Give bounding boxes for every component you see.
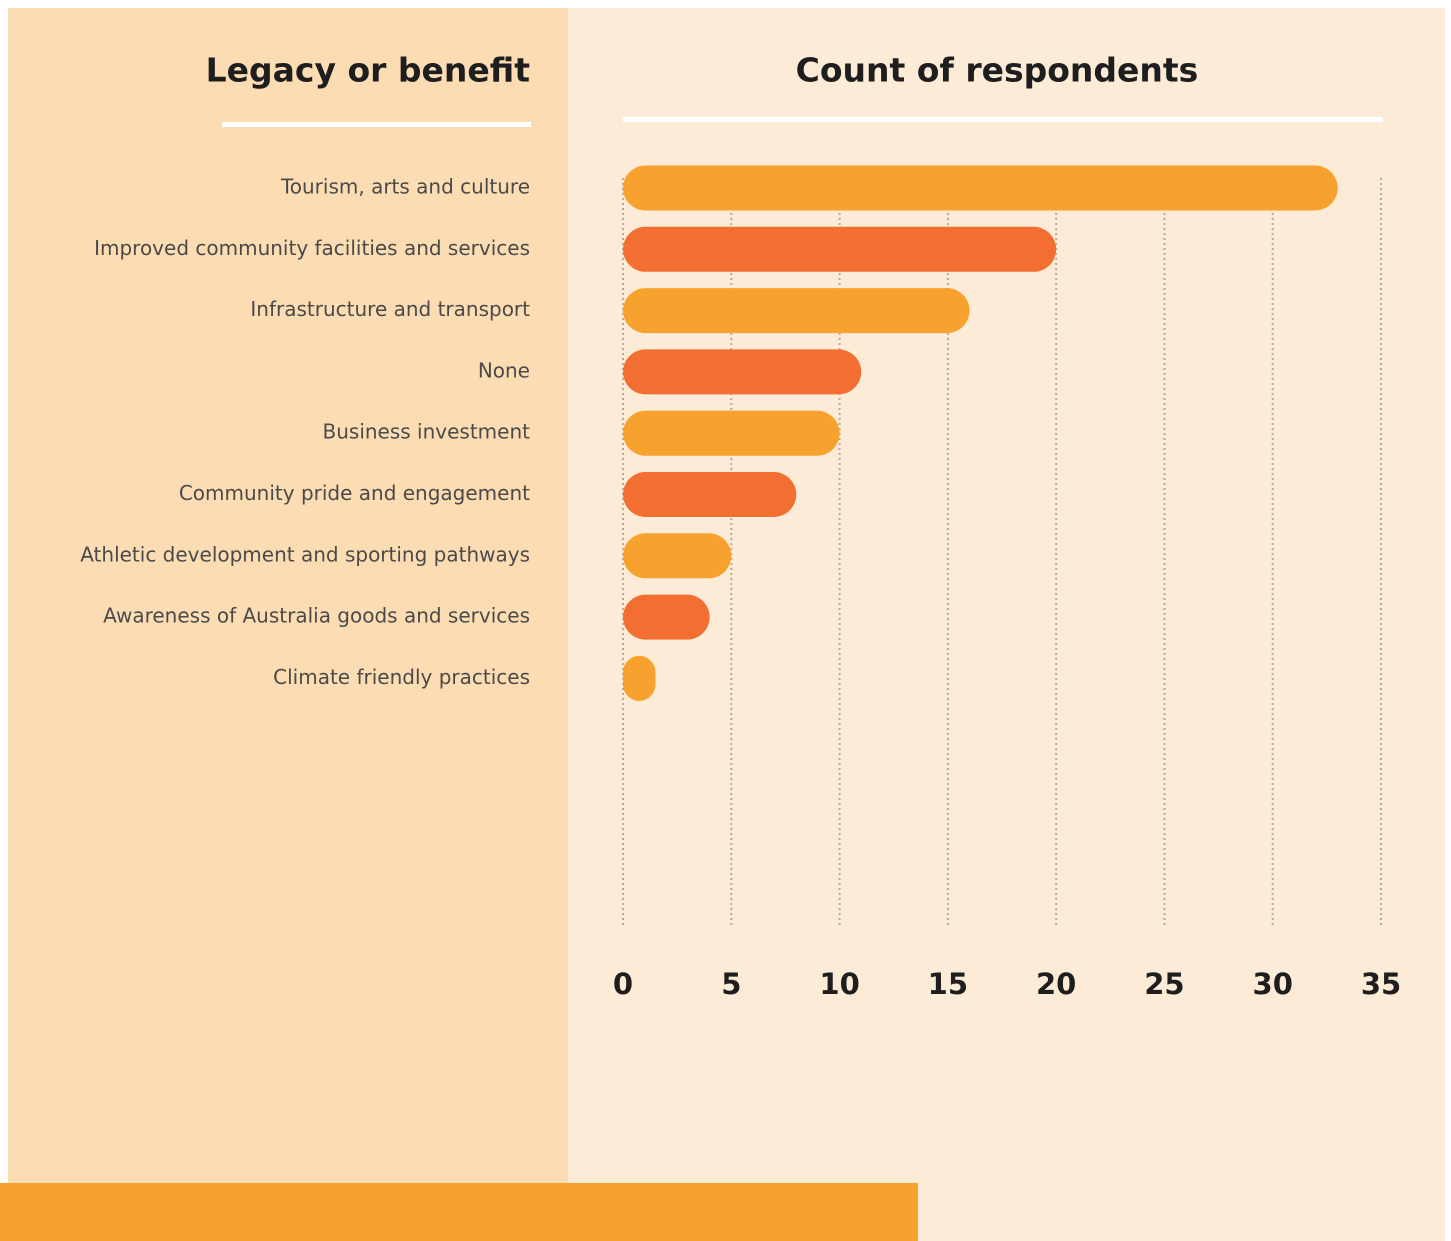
x-tick-label: 0 [613, 967, 633, 1001]
category-label: Awareness of Australia goods and service… [103, 604, 530, 628]
category-label: Athletic development and sporting pathwa… [80, 542, 530, 566]
x-tick-label: 10 [819, 967, 859, 1001]
category-header: Legacy or benefit [206, 51, 531, 90]
bar [623, 472, 797, 517]
bar [623, 165, 1338, 211]
x-tick-label: 30 [1253, 967, 1293, 1001]
category-label: Community pride and engagement [179, 481, 530, 505]
category-label: Tourism, arts and culture [280, 175, 530, 199]
x-tick-label: 5 [721, 967, 741, 1001]
category-label: Climate friendly practices [273, 665, 530, 689]
chart-title: Count of respondents [796, 51, 1199, 90]
bar [623, 349, 862, 395]
header-underline [222, 122, 531, 127]
bar [623, 226, 1057, 272]
right-panel [568, 8, 1445, 1241]
bar [623, 410, 840, 456]
category-label: None [478, 358, 530, 382]
title-underline [623, 117, 1383, 122]
category-label: Infrastructure and transport [250, 297, 530, 321]
x-tick-label: 20 [1036, 967, 1076, 1001]
category-label: Improved community facilities and servic… [94, 236, 530, 260]
x-tick-label: 35 [1361, 967, 1401, 1001]
x-tick-label: 25 [1144, 967, 1184, 1001]
category-label: Business investment [323, 420, 531, 444]
left-panel [8, 8, 568, 1241]
footer-bar [0, 1183, 918, 1241]
bar [623, 655, 656, 701]
bar [623, 288, 970, 334]
bar [623, 533, 732, 579]
x-tick-label: 15 [928, 967, 968, 1001]
bar [623, 594, 710, 640]
